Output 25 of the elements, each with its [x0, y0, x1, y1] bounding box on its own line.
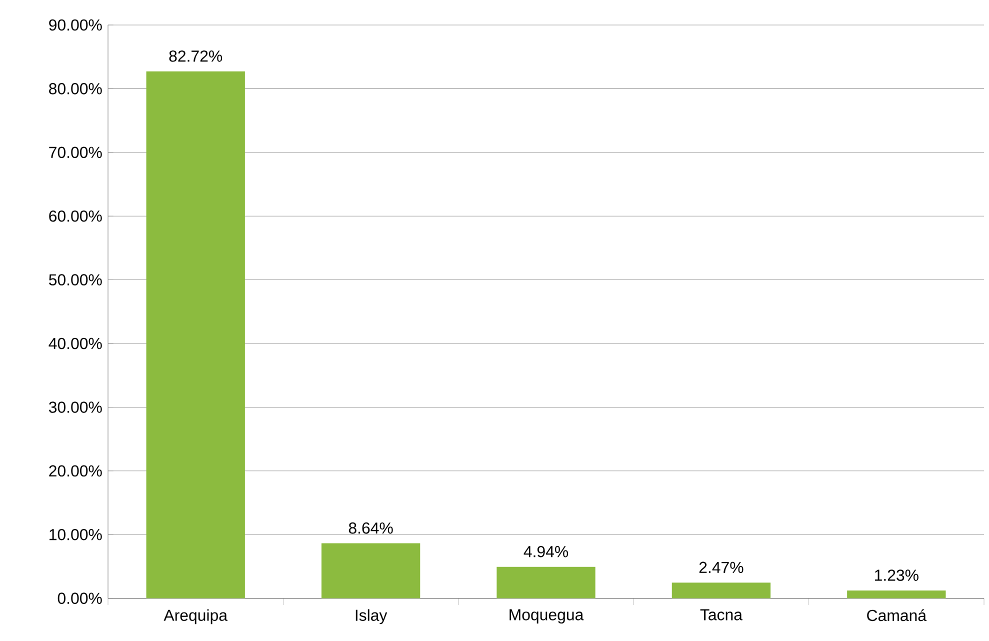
data-label: 4.94%: [524, 546, 568, 558]
data-label: 2.47%: [699, 562, 744, 573]
y-tick-label: 60.00%: [49, 210, 102, 222]
x-tick-label: Islay: [356, 609, 388, 624]
y-tick-label: 90.00%: [49, 19, 102, 31]
y-tick-label: 50.00%: [49, 274, 102, 286]
bar: [496, 566, 596, 598]
y-tick-label: 30.00%: [48, 402, 102, 413]
y-tick-label: 10.00%: [50, 528, 102, 540]
x-tick-label: Moquegua: [510, 609, 584, 624]
x-tick-label: Arequipa: [164, 609, 228, 624]
y-tick-label: 70.00%: [49, 146, 102, 158]
data-label: 82.72%: [169, 50, 222, 62]
bar: [146, 71, 245, 598]
y-tick-label: 40.00%: [48, 338, 102, 350]
data-label: 8.64%: [348, 522, 393, 534]
y-tick-label: 20.00%: [49, 465, 102, 477]
bar: [672, 582, 771, 598]
x-tick-label: Camaná: [867, 609, 927, 622]
bar: [847, 590, 946, 598]
x-tick-label: Tacna: [700, 609, 742, 620]
bar: [321, 543, 420, 598]
data-label: 1.23%: [875, 570, 918, 581]
y-tick-label: 80.00%: [49, 83, 102, 94]
y-tick-label: 0.00%: [58, 592, 102, 604]
